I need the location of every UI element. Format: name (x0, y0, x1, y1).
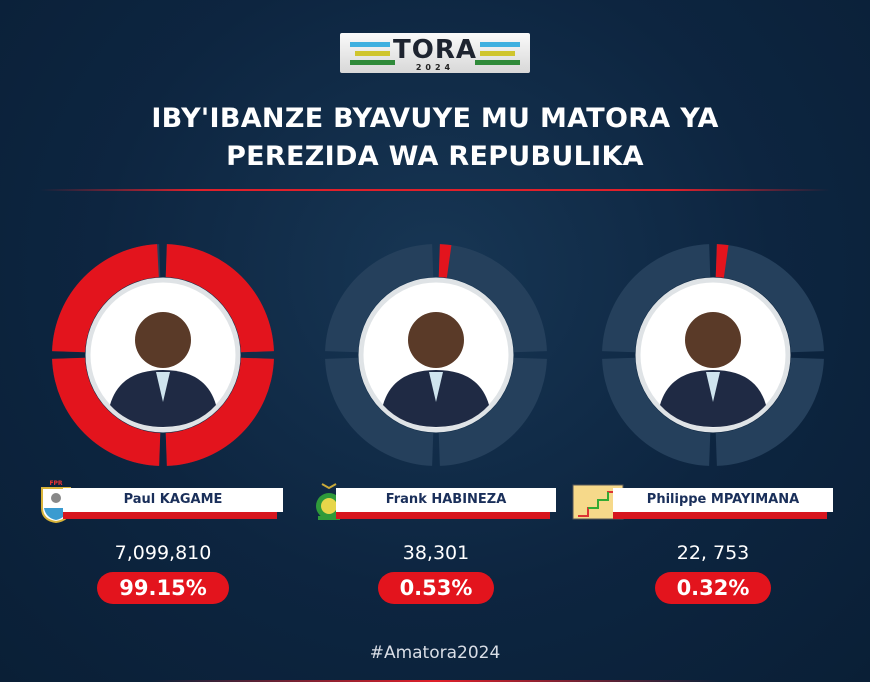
logo-year: 2024 (415, 63, 455, 72)
name-bar: FPR Paul KAGAME (41, 480, 283, 524)
ring-segment (715, 357, 824, 466)
bottom-divider (150, 680, 720, 682)
divider (40, 189, 830, 191)
percent-badge: 99.15% (97, 572, 229, 604)
ring-segment (602, 357, 711, 466)
name-bar: Philippe MPAYIMANA (572, 484, 833, 520)
vote-count: 7,099,810 (114, 542, 212, 564)
candidate-card: Philippe MPAYIMANA 22, 753 0.32% (572, 240, 843, 604)
hashtag: #Amatora2024 (369, 643, 501, 663)
percent-arc (165, 244, 274, 353)
percent-arc (52, 357, 161, 466)
candidate-photo (110, 312, 216, 427)
candidate-name: Philippe MPAYIMANA (613, 488, 833, 512)
title-line-1: IBY'IBANZE BYAVUYE MU MATORA YA (151, 103, 719, 134)
candidate-name: Paul KAGAME (63, 488, 283, 512)
ring-segment (325, 244, 434, 353)
donut-gauge (602, 244, 824, 466)
percent-arc (52, 244, 159, 353)
ring-segment (438, 357, 547, 466)
ring-segment (715, 244, 824, 353)
logo-text: TORA (393, 35, 477, 65)
green-party-emblem-icon (316, 483, 342, 520)
percent-arc (438, 244, 452, 278)
donut-gauge (52, 244, 274, 466)
donut-gauge (325, 244, 547, 466)
page-title: IBY'IBANZE BYAVUYE MU MATORA YA PEREZIDA… (0, 100, 870, 176)
name-bar: Frank HABINEZA (316, 483, 556, 520)
vote-count: 38,301 (402, 542, 470, 564)
vote-count: 22, 753 (676, 542, 750, 564)
tora-2024-logo: TORA 2024 (340, 33, 530, 73)
percent-badge: 0.53% (377, 572, 495, 604)
title-line-2: PEREZIDA WA REPUBULIKA (226, 141, 644, 172)
candidate-card: Frank HABINEZA 38,301 0.53% (306, 240, 566, 604)
candidate-photo (660, 312, 766, 427)
svg-text:FPR: FPR (49, 480, 62, 487)
candidate-name: Frank HABINEZA (336, 488, 556, 512)
percent-badge: 0.32% (654, 572, 772, 604)
candidate-photo (383, 312, 489, 427)
percent-arc (165, 357, 274, 466)
ring-segment (438, 244, 547, 353)
ring-segment (325, 357, 434, 466)
ring-segment (602, 244, 711, 353)
percent-arc (715, 244, 729, 278)
candidate-card: FPR Paul KAGAME 7,099,810 99.15% (33, 240, 293, 604)
